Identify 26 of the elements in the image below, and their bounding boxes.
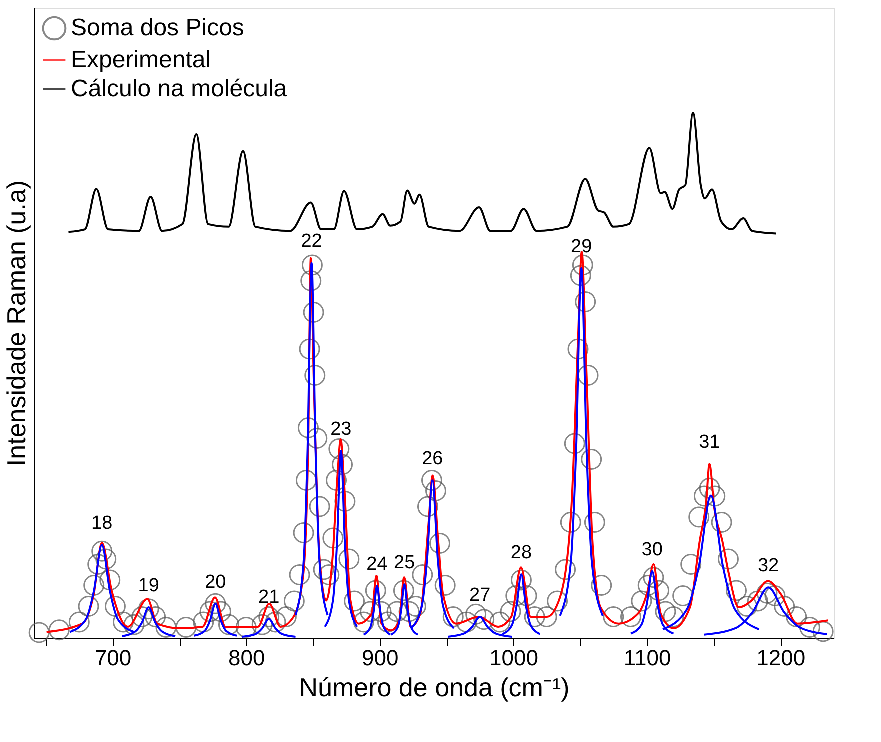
annotation: 23 — [330, 419, 352, 440]
x-axis-title: Número de onda (cm⁻¹) — [299, 672, 570, 702]
annotation: 18 — [92, 513, 113, 534]
annotation: 32 — [758, 556, 780, 577]
annotation: 30 — [642, 539, 663, 560]
legend-label: Cálculo na molécula — [71, 76, 288, 102]
x-tick-label: 1000 — [489, 646, 538, 670]
x-tick-label: 900 — [362, 646, 399, 670]
x-tick-label: 1200 — [756, 646, 806, 670]
x-tick-label: 1100 — [624, 646, 672, 670]
annotation: 27 — [470, 585, 491, 606]
annotation: 25 — [394, 552, 416, 574]
legend-label: Soma dos Picos — [71, 14, 244, 42]
annotation: 26 — [422, 448, 444, 470]
annotation: 20 — [205, 572, 226, 593]
annotation: 19 — [138, 576, 160, 597]
x-tick-label: 800 — [228, 646, 266, 670]
annotation: 31 — [699, 432, 720, 454]
annotation: 29 — [571, 236, 592, 258]
annotation: 24 — [366, 554, 388, 576]
legend-label: Experimental — [71, 46, 212, 74]
x-tick-label: 700 — [94, 646, 132, 670]
y-axis-title: Intensidade Raman (u.a) — [2, 180, 32, 467]
annotation: 22 — [301, 231, 322, 252]
annotation: 21 — [258, 587, 280, 608]
annotation: 28 — [510, 542, 532, 564]
